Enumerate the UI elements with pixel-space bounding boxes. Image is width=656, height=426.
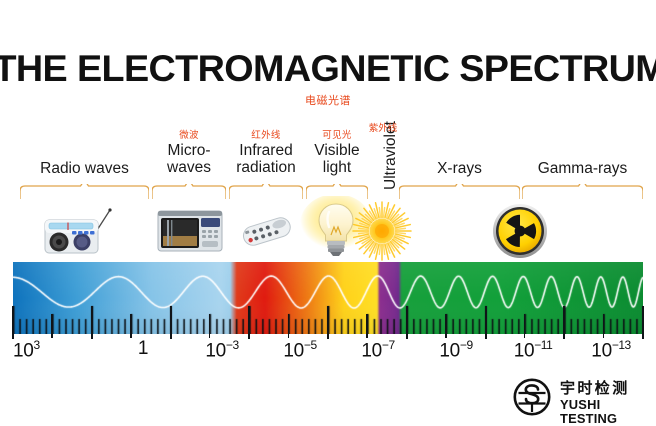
band-label-x-rays: X-rays — [399, 160, 520, 177]
logo-english-text: YUSHI TESTING — [560, 398, 618, 426]
remote-control-icon — [241, 214, 293, 255]
band-label-radio-waves: Radio waves — [20, 160, 149, 177]
scale-label-7: 10−13 — [591, 338, 631, 362]
band-label-radio-waves-text: Radio waves — [40, 160, 129, 177]
radio-icon — [44, 208, 112, 259]
scale-label-2: 10−3 — [205, 338, 239, 362]
band-label-visible-light-chinese: 可见光 — [322, 130, 352, 141]
scale-label-0: 103 — [13, 338, 40, 362]
band-label-x-rays-text: X-rays — [437, 160, 482, 177]
band-label-micro-waves-line1: Micro- — [167, 142, 211, 159]
spectrum-gradient-canvas — [13, 262, 643, 334]
band-label-infrared-line1: Infrared — [239, 142, 293, 159]
band-label-ultraviolet-chinese-wrap: 紫外线 — [366, 118, 400, 136]
band-label-gamma-rays: Gamma-rays — [520, 160, 645, 177]
band-label-visible-light-line2: light — [322, 159, 352, 176]
band-label-infrared-line2: radiation — [236, 159, 296, 176]
bracket-x-rays — [399, 184, 520, 199]
band-brackets — [0, 184, 656, 200]
page-title: THE ELECTROMAGNETIC SPECTRUM — [0, 48, 656, 89]
scale-label-4: 10−7 — [361, 338, 395, 362]
radiation-hazard-icon — [492, 203, 548, 264]
bracket-micro-waves — [152, 184, 226, 199]
bracket-infrared-radiation — [229, 184, 303, 199]
page-title-chinese: 电磁光谱 — [305, 95, 351, 107]
yushi-testing-logo: 宇时检测 YUSHI TESTING — [513, 377, 653, 426]
band-label-infrared-chinese: 红外线 — [251, 130, 281, 141]
band-label-infrared-radiation: 红外线 Infrared radiation — [224, 130, 308, 176]
sun-icon — [352, 201, 412, 266]
bracket-gamma-rays — [522, 184, 643, 199]
bracket-radio-waves — [20, 184, 149, 199]
logo-chinese-text: 宇时检测 — [560, 380, 630, 397]
microwave-oven-icon — [157, 206, 223, 259]
light-bulb-icon — [300, 194, 372, 265]
band-label-visible-light-line1: Visible — [314, 142, 360, 159]
band-label-gamma-rays-text: Gamma-rays — [537, 160, 628, 177]
band-label-micro-waves-line2: waves — [167, 159, 211, 176]
band-label-ultraviolet-chinese: 紫外线 — [368, 123, 398, 134]
scale-label-5: 10−9 — [439, 338, 473, 362]
band-label-micro-waves-chinese: 微波 — [179, 130, 199, 141]
scale-label-1: 1 — [137, 338, 149, 359]
scale-label-6: 10−11 — [513, 338, 553, 362]
band-label-micro-waves: 微波 Micro- waves — [152, 130, 226, 176]
logo-emblem-icon — [513, 378, 551, 416]
band-label-visible-light: 可见光 Visible light — [302, 130, 372, 176]
bracket-visible-light — [306, 184, 368, 199]
spectrum-bar — [13, 262, 643, 334]
scale-label-3: 10−5 — [283, 338, 317, 362]
